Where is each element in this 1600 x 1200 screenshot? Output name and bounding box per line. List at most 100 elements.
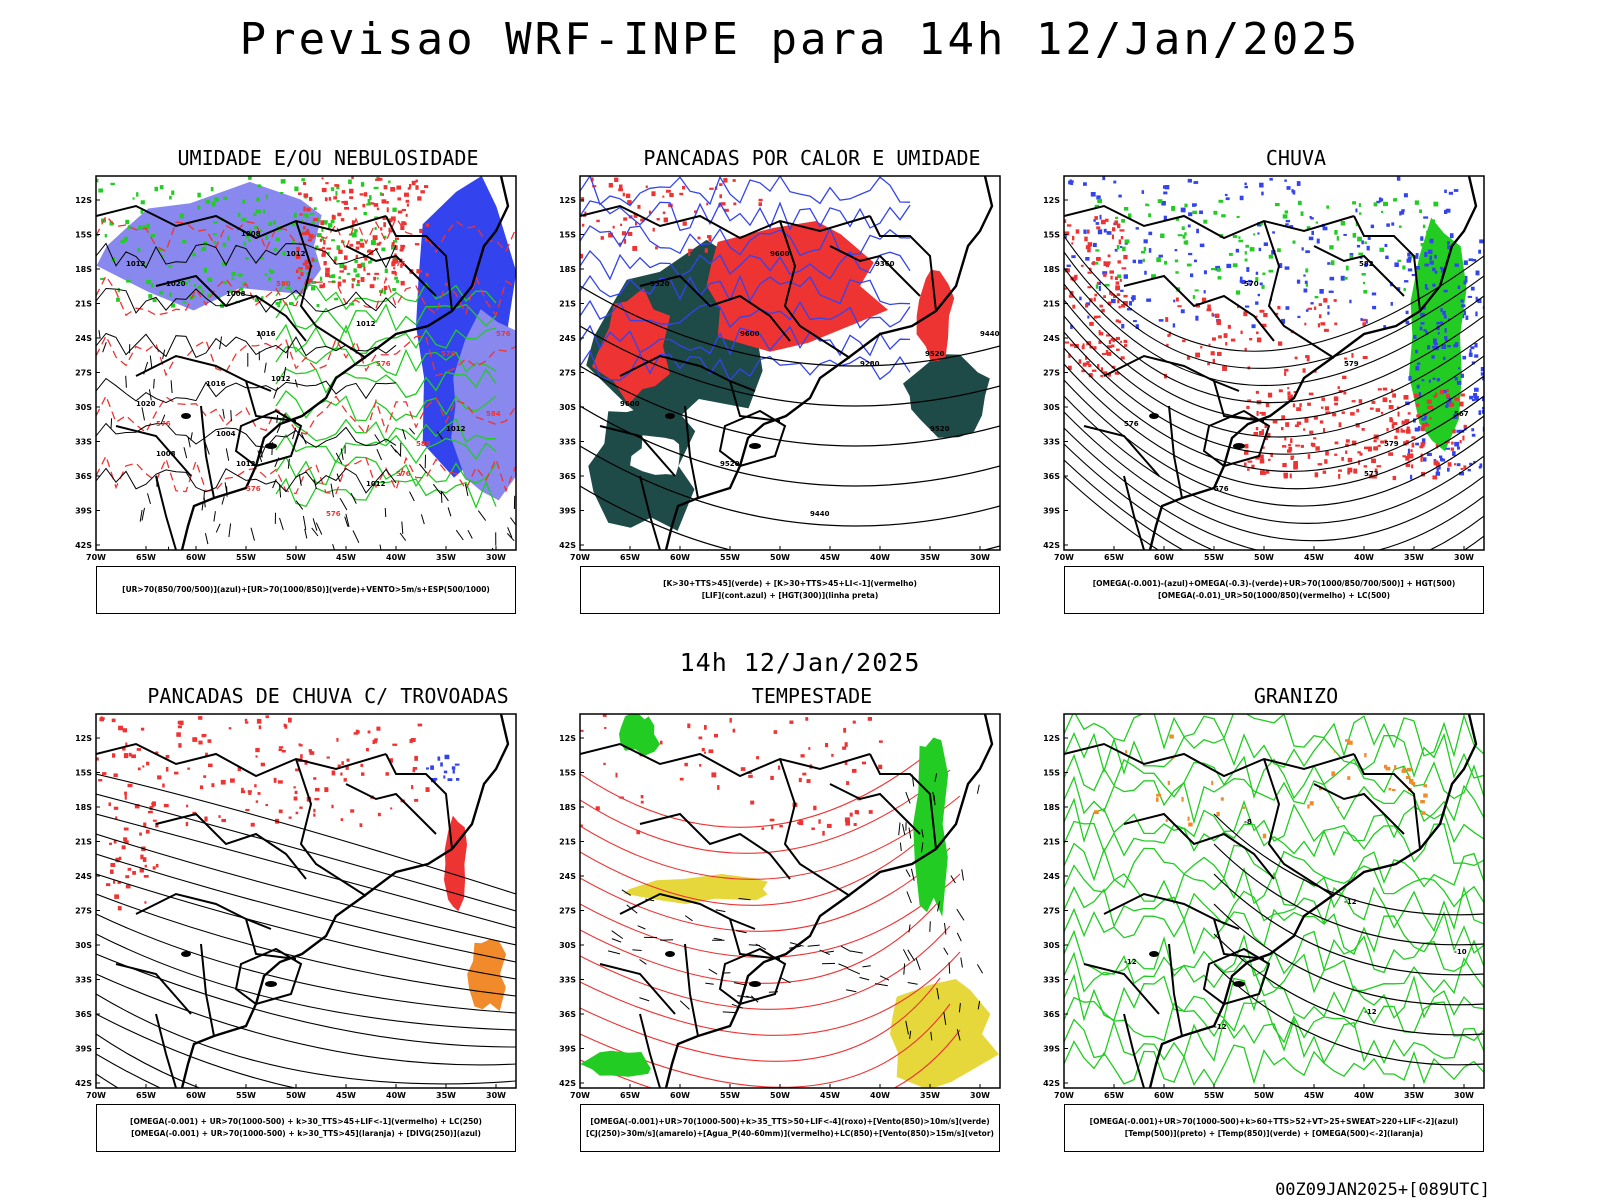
field-speck [1356, 408, 1360, 413]
field-speck [295, 768, 300, 772]
lat-tick-label: 27S [1043, 907, 1060, 916]
wind-vector [272, 479, 277, 489]
wind-vector [807, 944, 820, 947]
field-speck [393, 267, 396, 270]
field-speck [1425, 331, 1429, 336]
field-speck [1174, 249, 1178, 252]
wind-vector [611, 930, 624, 940]
field-speck [849, 812, 853, 817]
field-speck [1117, 274, 1122, 279]
field-speck [140, 727, 145, 731]
contour-label: 9280 [860, 360, 880, 368]
field-speck [1096, 226, 1101, 230]
field-speck [1235, 290, 1241, 295]
map-fields: -12-12-12-12-8-10 [1064, 714, 1484, 1088]
wind-vector [960, 957, 963, 968]
field-speck [1380, 440, 1385, 444]
field-speck [1172, 323, 1176, 328]
wind-vector [956, 1029, 961, 1041]
contour-line [96, 287, 397, 314]
field-speck [750, 800, 755, 805]
field-speck [1226, 263, 1232, 269]
field-speck [1138, 259, 1143, 264]
field-speck [399, 248, 404, 252]
field-speck [227, 236, 230, 241]
streamline [1064, 315, 1484, 438]
field-speck [1463, 275, 1468, 281]
lon-tick-label: 70W [86, 553, 106, 562]
field-speck [1116, 245, 1120, 250]
field-speck [1188, 822, 1193, 827]
contour-label: 582 [1359, 260, 1374, 268]
legend-line: [LIF](cont.azul) + [HGT(300)](linha pret… [701, 591, 879, 600]
field-speck [1424, 284, 1428, 289]
wind-vector [874, 983, 888, 987]
field-speck [1194, 289, 1199, 292]
panel-granizo: GRANIZO -12 -12 -12 -12 -8 -10 12S 15S 18S 21S 24S… [1036, 684, 1536, 1164]
field-speck [600, 236, 604, 240]
border-line [869, 753, 937, 850]
field-speck [1325, 411, 1331, 415]
field-speck [844, 761, 848, 766]
field-speck [1171, 205, 1176, 211]
legend-box: [OMEGA(-0.001) + UR>70(1000-500) + k>30_… [96, 1104, 516, 1152]
field-speck [758, 198, 763, 202]
field-speck [1402, 455, 1407, 458]
field-speck [1123, 339, 1128, 344]
field-speck [293, 786, 296, 789]
field-speck [1290, 455, 1294, 460]
field-speck [205, 752, 208, 758]
field-speck [1395, 428, 1400, 433]
field-speck [121, 845, 126, 850]
contour-label: 584 [486, 410, 501, 418]
field-speck [1410, 474, 1413, 480]
streamline [96, 1053, 162, 1088]
field-speck [331, 239, 335, 242]
field-speck [1121, 219, 1125, 223]
field-speck [1353, 468, 1358, 474]
field-speck [407, 187, 411, 190]
field-speck [1291, 455, 1295, 458]
field-speck [1404, 419, 1410, 424]
wind-vector [846, 989, 857, 993]
field-speck [1429, 238, 1434, 244]
field-speck [1088, 364, 1092, 368]
field-speck [384, 268, 388, 274]
field-speck [351, 278, 356, 281]
field-speck [1163, 215, 1167, 221]
wind-vector [507, 527, 513, 538]
field-area [451, 309, 516, 501]
field-speck [1405, 320, 1410, 325]
field-speck [237, 273, 243, 277]
field-speck [336, 737, 339, 742]
field-speck [323, 282, 326, 288]
lat-tick-label: 30S [1043, 403, 1060, 412]
field-speck [392, 743, 398, 746]
field-speck [1433, 338, 1437, 344]
field-speck [729, 717, 732, 723]
field-speck [1379, 247, 1385, 252]
field-speck [179, 213, 184, 219]
field-speck [260, 229, 263, 232]
map-fields: 9600960096009520952095209520944094409360… [580, 176, 1000, 550]
border-line [639, 274, 791, 342]
field-speck [197, 205, 201, 210]
lake-mark [265, 981, 277, 987]
field-speck [1457, 414, 1460, 417]
field-speck [1365, 319, 1368, 324]
wind-vector [477, 510, 487, 521]
field-speck [1333, 750, 1337, 753]
field-speck [409, 738, 413, 743]
lon-tick-label: 45W [820, 1091, 840, 1100]
field-speck [621, 231, 627, 236]
field-speck [1321, 397, 1325, 401]
field-speck [1128, 301, 1133, 306]
lat-tick-label: 21S [75, 838, 92, 847]
field-speck [146, 761, 150, 766]
field-speck [202, 246, 207, 251]
field-speck [1186, 263, 1192, 267]
field-speck [1092, 242, 1097, 248]
field-speck [1095, 284, 1099, 289]
field-speck [625, 193, 631, 199]
field-speck [1427, 249, 1433, 254]
